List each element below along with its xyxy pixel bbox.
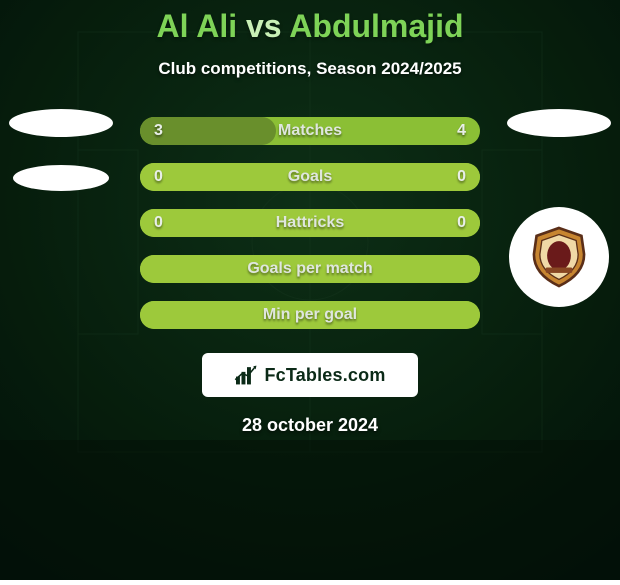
stat-value-right: 4 bbox=[457, 122, 466, 140]
stat-row: 0 Goals 0 bbox=[140, 163, 480, 191]
subtitle: Club competitions, Season 2024/2025 bbox=[0, 59, 620, 79]
placeholder-oval bbox=[9, 109, 113, 137]
stat-value-left: 0 bbox=[154, 214, 163, 232]
stat-row: 3 Matches 4 bbox=[140, 117, 480, 145]
stat-value-right: 0 bbox=[457, 214, 466, 232]
stat-value-right: 0 bbox=[457, 168, 466, 186]
right-player-badges bbox=[504, 109, 614, 307]
stat-label: Min per goal bbox=[263, 306, 357, 324]
stat-row: Goals per match bbox=[140, 255, 480, 283]
left-player-badges bbox=[6, 109, 116, 191]
stat-value-left: 0 bbox=[154, 168, 163, 186]
title-right: Abdulmajid bbox=[289, 8, 463, 44]
watermark: FcTables.com bbox=[202, 353, 418, 397]
placeholder-oval bbox=[13, 165, 109, 191]
shield-icon bbox=[526, 224, 592, 290]
placeholder-oval bbox=[507, 109, 611, 137]
bars-icon bbox=[234, 364, 260, 386]
watermark-text: FcTables.com bbox=[264, 365, 385, 386]
stat-label: Goals per match bbox=[247, 260, 372, 278]
stat-label: Goals bbox=[288, 168, 332, 186]
stat-row: Min per goal bbox=[140, 301, 480, 329]
date: 28 october 2024 bbox=[0, 415, 620, 436]
title-vs: vs bbox=[246, 8, 282, 44]
club-logo-right bbox=[509, 207, 609, 307]
stat-label: Hattricks bbox=[276, 214, 344, 232]
stat-label: Matches bbox=[278, 122, 342, 140]
stat-row: 0 Hattricks 0 bbox=[140, 209, 480, 237]
title-left: Al Ali bbox=[157, 8, 238, 44]
stats-area: 3 Matches 4 0 Goals 0 0 Hattricks 0 Goals per mat… bbox=[0, 117, 620, 329]
stat-rows: 3 Matches 4 0 Goals 0 0 Hattricks 0 Goals per mat… bbox=[140, 117, 480, 329]
stat-value-left: 3 bbox=[154, 122, 163, 140]
page-title: Al Ali vs Abdulmajid bbox=[0, 0, 620, 45]
